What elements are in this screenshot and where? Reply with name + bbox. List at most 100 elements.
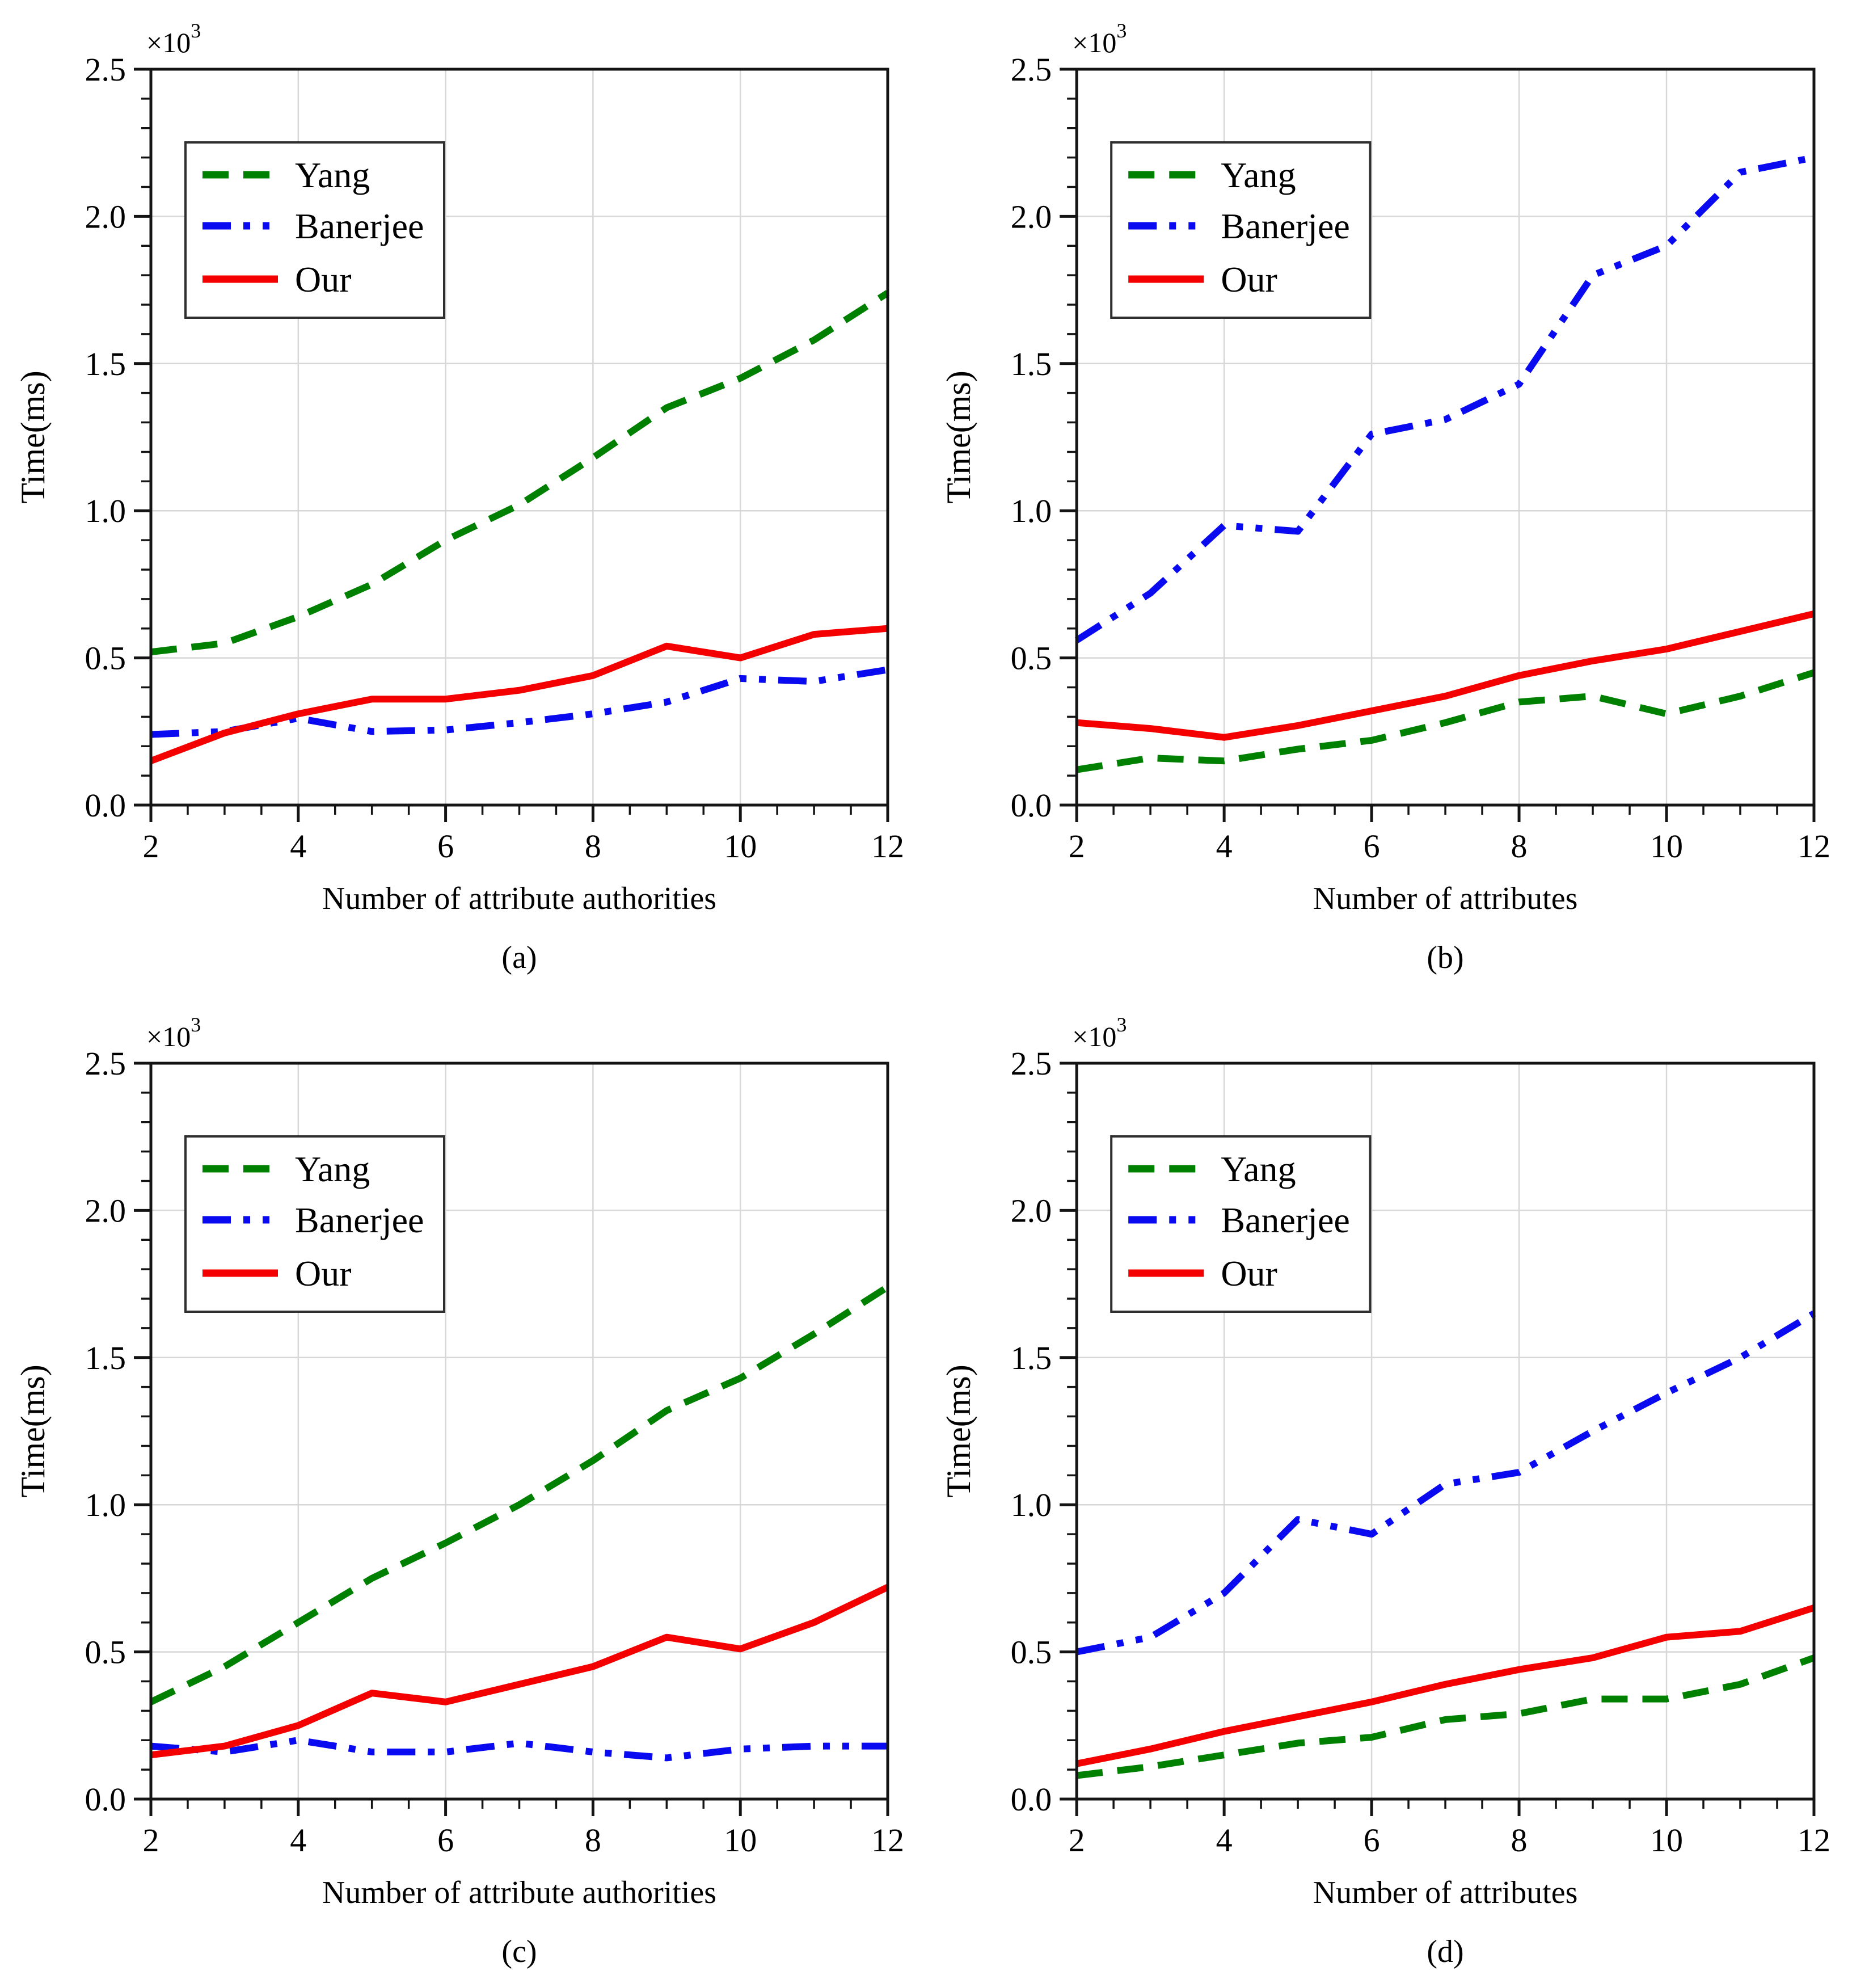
legend-label-yang: Yang [1221,155,1296,195]
y-tick-label: 0.0 [85,1781,126,1818]
legend-label-banerjee: Banerjee [295,206,424,246]
y-axis-title: Time(ms) [940,1364,977,1497]
x-tick-label: 12 [871,828,904,865]
y-tick-label: 1.5 [1011,1340,1052,1376]
x-tick-label: 4 [290,1822,306,1859]
y-axis-title: Time(ms) [14,370,52,504]
y-tick-label: 0.5 [85,640,126,677]
legend-label-banerjee: Banerjee [1221,1200,1349,1240]
y-axis-scale-label: ×103 [146,1013,201,1052]
x-axis-title: Number of attributes [1313,881,1578,916]
legend-label-our: Our [1221,259,1277,300]
y-tick-label: 0.5 [85,1634,126,1671]
y-axis-scale-base: ×10 [146,1021,191,1052]
y-axis-scale-label: ×103 [1072,1013,1127,1052]
y-tick-label: 0.5 [1011,640,1052,677]
y-tick-label: 2.5 [85,51,126,88]
y-tick-label: 2.0 [1011,198,1052,235]
legend: Yang Banerjee Our [184,141,445,319]
legend: Yang Banerjee Our [1110,141,1372,319]
y-tick-label: 1.0 [85,1486,126,1523]
x-tick-label: 2 [143,828,159,865]
y-tick-label: 2.5 [85,1045,126,1082]
y-tick-label: 0.5 [1011,1634,1052,1671]
x-tick-label: 2 [1069,828,1085,865]
series-line-our [1076,610,1815,741]
y-tick-label: 2.0 [85,1192,126,1229]
y-tick-label: 1.5 [1011,346,1052,382]
panel-c: Yang Banerjee Our 2 4 6 8 10 12 0.0 0.5 1.0 1.5 2.0 2.… [0,994,926,1988]
chart-a: Yang Banerjee Our 2 4 6 8 10 12 0.0 0.5 1.0 1.5 2.0 2.… [0,0,926,994]
legend: Yang Banerjee Our [184,1135,445,1313]
y-axis-scale-exponent: 3 [191,19,201,42]
y-tick-label: 2.5 [1011,1045,1052,1082]
x-tick-label: 10 [1650,1822,1683,1859]
y-tick-label: 2.0 [85,198,126,235]
series-line-yang [150,290,890,656]
x-tick-label: 4 [1216,1822,1233,1859]
y-axis-scale-base: ×10 [1072,27,1116,58]
x-tick-label: 6 [1364,1822,1380,1859]
x-tick-label: 8 [1511,828,1528,865]
x-tick-label: 10 [1650,828,1683,865]
y-tick-label: 0.0 [1011,1781,1052,1818]
panel-background [0,0,926,994]
legend-box [1110,141,1372,319]
series-line-our [1075,1604,1815,1767]
gridlines [151,69,888,805]
gridlines [1077,1063,1814,1799]
legend: Yang Banerjee Our [1110,1135,1372,1313]
x-tick-label: 8 [585,828,601,865]
y-axis-title: Time(ms) [14,1364,52,1498]
x-tick-label: 10 [724,1822,757,1859]
panel-caption: (b) [1427,940,1463,975]
panel-caption: (d) [1427,1934,1463,1969]
chart-d: Yang Banerjee Our 2 4 6 8 10 12 0.0 0.5 1.0 1.5 2.0 2.… [926,994,1852,1988]
y-tick-label: 0.0 [1011,787,1052,824]
series-line-yang [1076,669,1815,773]
panel-b: Yang Banerjee Our 2 4 6 8 10 12 0.0 0.5 1.0 1.5 2.0 2.… [926,0,1852,994]
series-line-banerjee [150,1737,888,1762]
panel-caption: (a) [501,940,537,975]
legend-label-banerjee: Banerjee [1221,206,1349,246]
x-tick-label: 2 [143,1822,159,1859]
panel-d: Yang Banerjee Our 2 4 6 8 10 12 0.0 0.5 1.0 1.5 2.0 2.… [926,994,1852,1988]
series-line-our [150,1584,889,1759]
y-axis-scale-base: ×10 [146,27,191,58]
y-axis-scale-exponent: 3 [1116,19,1127,42]
y-tick-label: 2.0 [1011,1192,1052,1229]
x-tick-label: 2 [1069,1822,1085,1859]
x-tick-label: 6 [437,1822,454,1859]
panel-background [0,994,926,1988]
y-tick-label: 2.5 [1011,51,1052,88]
legend-label-our: Our [295,259,352,300]
y-tick-label: 1.5 [85,346,126,382]
tick-marks [134,68,889,822]
series-line-banerjee [1074,154,1815,643]
x-tick-label: 8 [1511,1822,1528,1859]
series-line-our [149,625,888,764]
x-tick-label: 8 [585,1822,601,1859]
chart-c: Yang Banerjee Our 2 4 6 8 10 12 0.0 0.5 1.0 1.5 2.0 2.… [0,994,926,1988]
x-tick-label: 6 [437,828,454,865]
x-tick-label: 4 [1216,828,1233,865]
series-line-yang [149,1284,890,1705]
y-axis-scale-exponent: 3 [1116,1013,1127,1036]
y-tick-label: 1.0 [1011,492,1052,529]
x-tick-label: 4 [290,828,306,865]
x-tick-label: 10 [724,828,757,865]
y-axis-scale-label: ×103 [1072,19,1127,58]
chart-b: Yang Banerjee Our 2 4 6 8 10 12 0.0 0.5 1.0 1.5 2.0 2.… [926,0,1852,994]
y-tick-label: 1.5 [85,1340,126,1376]
y-axis-title: Time(ms) [940,370,977,503]
y-tick-label: 1.0 [1011,1486,1052,1523]
panel-a: Yang Banerjee Our 2 4 6 8 10 12 0.0 0.5 1.0 1.5 2.0 2.… [0,0,926,994]
tick-marks [1060,1062,1816,1816]
x-axis-title: Number of attribute authorities [322,881,716,916]
tick-marks [134,1062,889,1816]
legend-label-our: Our [1221,1253,1277,1294]
legend-label-yang: Yang [1221,1149,1296,1189]
legend-label-our: Our [295,1253,352,1294]
legend-label-yang: Yang [295,155,370,195]
